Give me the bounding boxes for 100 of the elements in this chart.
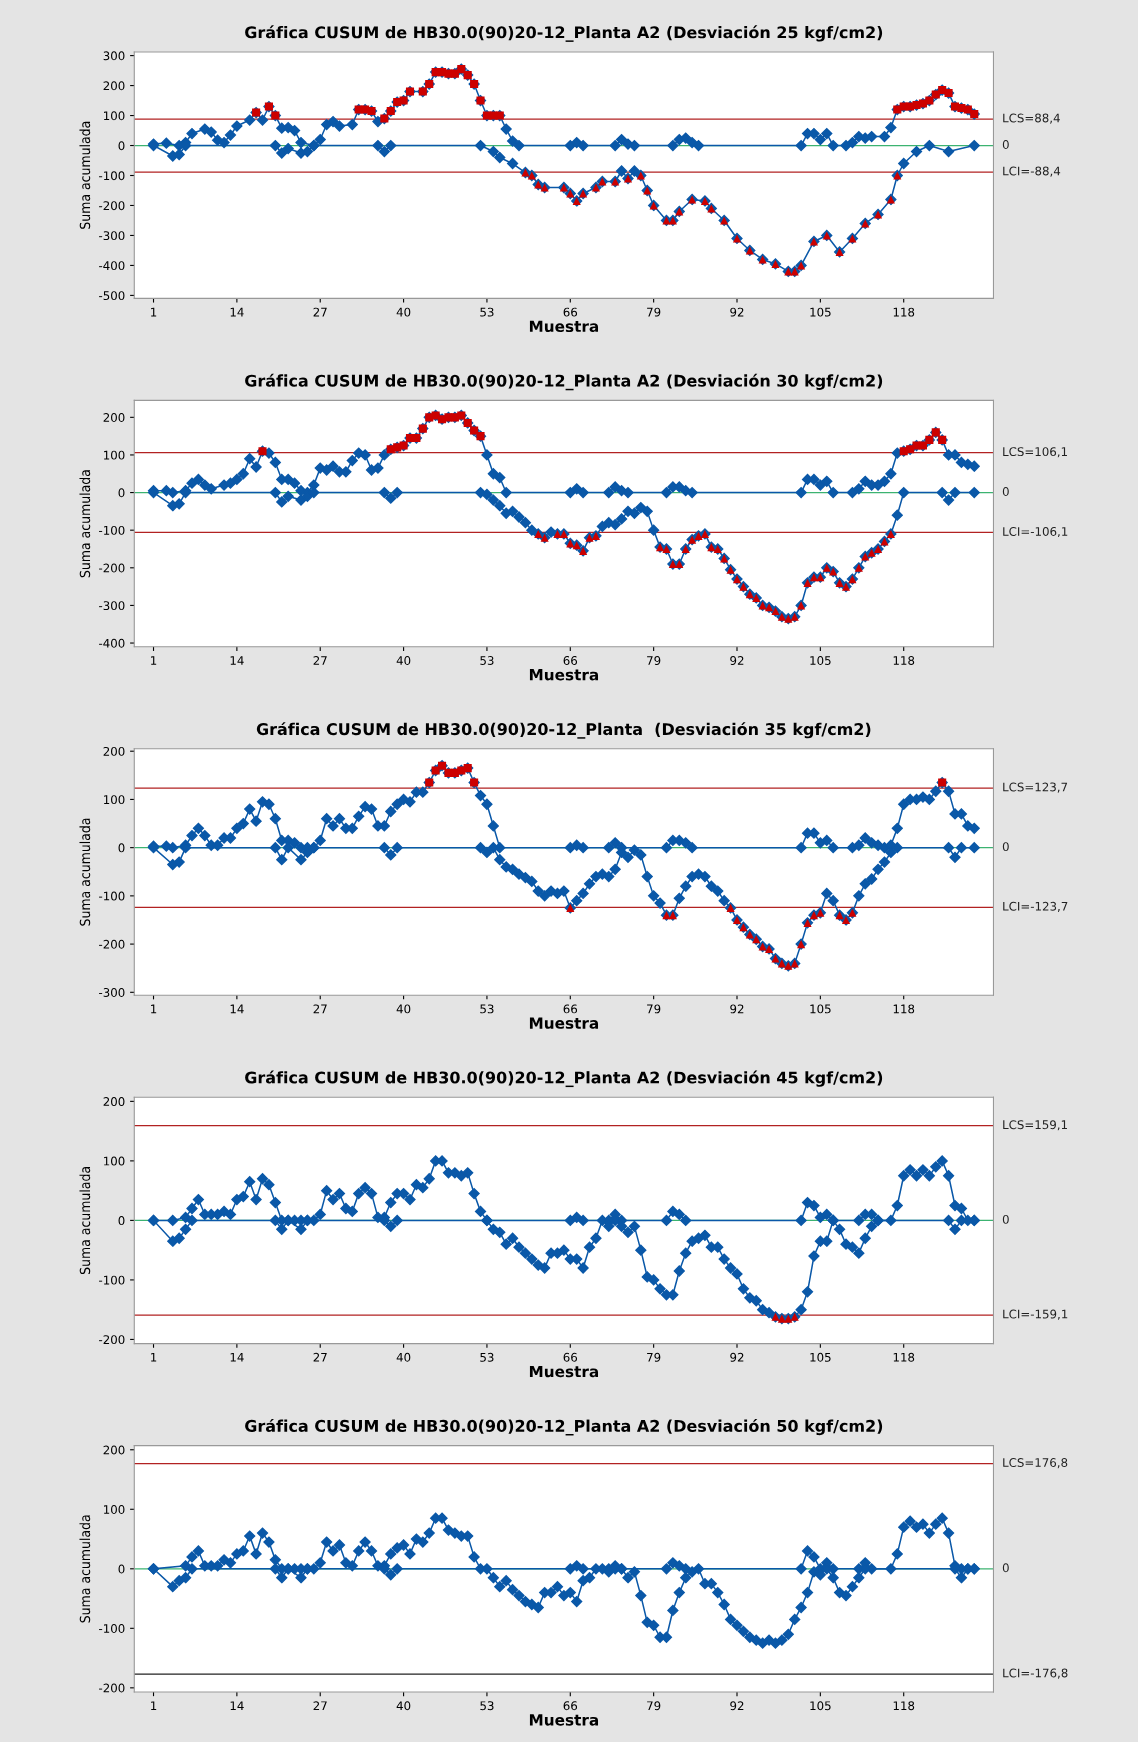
ref-line-label: LCS=123,7 [1003, 782, 1068, 793]
ref-line-label: LCS=176,8 [1003, 1458, 1068, 1469]
x-tick-label: 118 [893, 656, 915, 665]
y-tick-label: -200 [99, 1683, 125, 1693]
x-tick-label: 1 [151, 1352, 157, 1362]
x-tick-label: 66 [563, 656, 578, 665]
y-tick-label: 100 [104, 1505, 125, 1514]
x-tick-label: 27 [313, 1701, 327, 1710]
y-tick-label: 200 [103, 413, 125, 422]
y-tick-label: 100 [104, 795, 125, 805]
x-tick-label: 27 [313, 1352, 327, 1362]
y-tick-label: -100 [99, 891, 125, 901]
x-tick-label: 1 [151, 656, 157, 665]
x-tick-label: 92 [730, 1701, 744, 1711]
x-tick-label: 79 [647, 1352, 661, 1362]
y-tick-label: -100 [99, 1275, 125, 1285]
x-tick-label: 53 [480, 656, 494, 665]
ref-line-label: LCI=-106,1 [1003, 526, 1068, 538]
x-tick-label: 14 [230, 1004, 244, 1014]
y-axis-title: Suma acumulada [79, 1515, 91, 1623]
x-tick-label: 53 [480, 1352, 494, 1362]
ref-line-label: 0 [1002, 1214, 1009, 1224]
y-tick-label: -400 [99, 638, 125, 648]
x-tick-label: 66 [563, 307, 578, 317]
y-tick-label: 200 [103, 746, 125, 756]
y-tick-label: -300 [99, 988, 125, 997]
ref-line-label: LCS=106,1 [1003, 447, 1067, 458]
x-tick-label: 105 [810, 656, 831, 665]
y-tick-label: 100 [104, 1156, 125, 1166]
x-tick-label: 53 [480, 1701, 494, 1711]
x-tick-label: 40 [396, 1352, 411, 1362]
y-tick-label: 0 [118, 488, 125, 498]
x-tick-label: 27 [313, 656, 327, 665]
y-tick-label: 0 [118, 1564, 125, 1574]
x-tick-label: 105 [810, 1352, 831, 1362]
ref-line-label: 0 [1002, 140, 1009, 149]
y-tick-label: -100 [99, 525, 125, 535]
x-tick-label: 79 [647, 307, 661, 317]
chart-title: Gráfica CUSUM de HB30.0(90)20-12_Planta A2 (Desviación 25 kgf/cm2) [245, 25, 883, 42]
y-tick-label: 200 [103, 81, 125, 91]
x-tick-label: 66 [563, 1352, 578, 1362]
y-tick-label: 0 [118, 1216, 125, 1226]
chart-title: Gráfica CUSUM de HB30.0(90)20-12_Planta A2 (Desviación 30 kgf/cm2) [245, 373, 883, 391]
x-tick-label: 79 [647, 1004, 661, 1014]
y-tick-label: 100 [104, 111, 125, 121]
y-axis-title: Suma acumulada [79, 1167, 91, 1275]
ref-line-label: 0 [1002, 487, 1009, 496]
x-tick-label: 92 [730, 307, 744, 317]
x-tick-label: 40 [396, 1004, 411, 1014]
x-tick-label: 14 [230, 1701, 244, 1710]
ref-line-label: LCI=-159,1 [1003, 1309, 1068, 1320]
x-tick-label: 14 [230, 1352, 244, 1362]
y-tick-label: -100 [99, 171, 125, 181]
x-tick-label: 92 [730, 1004, 744, 1014]
y-tick-label: 300 [103, 51, 125, 61]
x-tick-label: 40 [396, 307, 411, 317]
x-axis-title: Muestra [529, 1714, 599, 1726]
x-axis-title: Muestra [529, 1017, 599, 1029]
y-tick-label: -300 [99, 601, 125, 611]
x-tick-label: 105 [810, 1701, 831, 1711]
x-tick-label: 53 [480, 307, 494, 317]
x-tick-label: 79 [647, 1701, 661, 1711]
x-tick-label: 14 [230, 307, 244, 317]
x-tick-label: 118 [893, 1004, 915, 1014]
x-tick-label: 118 [893, 307, 915, 317]
x-tick-label: 118 [893, 1701, 915, 1711]
y-tick-label: 200 [103, 1097, 125, 1107]
y-axis-title: Suma acumulada [79, 121, 91, 229]
y-tick-label: -200 [99, 939, 125, 949]
chart-title: Gráfica CUSUM de HB30.0(90)20-12_Planta A2 (Desviación 45 kgf/cm2) [245, 1070, 883, 1088]
y-tick-label: -400 [99, 261, 125, 271]
chart-title: Gráfica CUSUM de HB30.0(90)20-12_Planta A2 (Desviación 50 kgf/cm2) [245, 1418, 883, 1436]
x-tick-label: 1 [151, 1701, 157, 1710]
y-axis-title: Suma acumulada [79, 470, 91, 578]
x-tick-label: 92 [730, 656, 744, 665]
y-tick-label: -300 [99, 231, 125, 241]
x-tick-label: 40 [396, 1701, 411, 1711]
x-axis-title: Muestra [529, 669, 599, 681]
y-tick-label: -200 [99, 201, 125, 211]
ref-line-label: LCS=159,1 [1003, 1120, 1067, 1131]
y-tick-label: 200 [103, 1445, 125, 1455]
x-tick-label: 40 [396, 656, 411, 665]
y-tick-label: 0 [118, 141, 125, 151]
x-tick-label: 27 [313, 1004, 327, 1014]
x-tick-label: 66 [563, 1701, 578, 1711]
ref-line-label: LCI=-123,7 [1003, 901, 1068, 912]
x-axis-title: Muestra [529, 320, 599, 333]
ref-line-label: LCS=88,4 [1003, 113, 1060, 124]
x-tick-label: 105 [810, 307, 831, 317]
x-tick-label: 79 [647, 656, 661, 665]
x-axis-title: Muestra [529, 1365, 599, 1378]
x-tick-label: 1 [151, 307, 157, 317]
y-tick-label: 100 [104, 450, 125, 460]
y-tick-label: -200 [99, 563, 125, 573]
y-tick-label: -100 [99, 1624, 125, 1633]
y-axis-title: Suma acumulada [79, 818, 91, 926]
x-tick-label: 14 [230, 656, 244, 665]
y-tick-label: -200 [99, 1335, 125, 1345]
x-tick-label: 27 [313, 307, 327, 317]
y-tick-label: 0 [118, 843, 125, 853]
